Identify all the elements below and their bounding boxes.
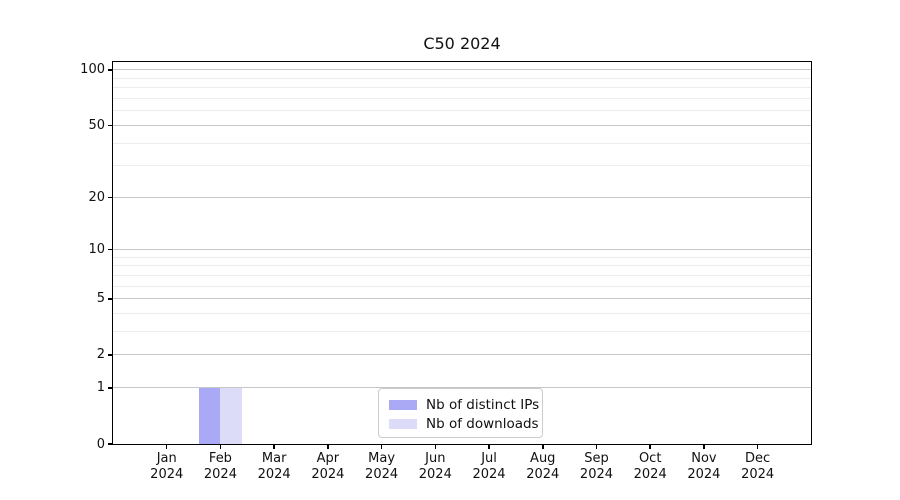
x-tick-month: May — [368, 451, 396, 466]
major-gridline — [113, 298, 811, 300]
x-tick-year: 2024 — [579, 467, 614, 482]
minor-gridline — [113, 285, 811, 287]
x-tick-month: Mar — [261, 451, 287, 466]
x-tick-label: Dec 2024 — [726, 451, 790, 483]
x-tick-month: Oct — [638, 451, 662, 466]
x-tick-month: Feb — [208, 451, 232, 466]
y-tick — [108, 387, 113, 389]
y-tick-label: 2 — [96, 347, 105, 363]
minor-gridline — [113, 87, 811, 89]
x-tick-month: Jan — [156, 451, 177, 466]
minor-gridline — [113, 256, 811, 258]
minor-gridline — [113, 313, 811, 315]
grid-layer — [113, 62, 811, 444]
minor-gridline — [113, 265, 811, 267]
x-tick — [434, 444, 437, 449]
y-tick — [108, 354, 113, 356]
x-tick-year: 2024 — [633, 467, 667, 482]
x-tick — [327, 444, 329, 449]
minor-gridline — [113, 165, 811, 167]
legend-label: Nb of distinct IPs — [426, 396, 540, 413]
y-tick-label: 0 — [96, 436, 105, 452]
legend-label: Nb of downloads — [426, 415, 539, 432]
legend-item: Nb of distinct IPs — [389, 395, 539, 414]
x-tick — [649, 444, 651, 449]
legend-swatch — [389, 399, 417, 410]
x-tick-year: 2024 — [257, 467, 291, 482]
minor-gridline — [113, 98, 811, 100]
x-tick-label: Nov 2024 — [672, 451, 736, 483]
minor-gridline — [113, 142, 811, 144]
legend-item: Nb of downloads — [389, 414, 539, 433]
x-tick-year: 2024 — [150, 467, 184, 482]
x-tick-month: Sep — [584, 451, 609, 466]
x-tick-label: Jun 2024 — [403, 451, 467, 483]
x-tick-month: Jun — [425, 451, 446, 466]
bars-layer — [113, 62, 811, 444]
y-tick-label: 5 — [96, 291, 105, 307]
legend: Nb of distinct IPs Nb of downloads — [378, 388, 543, 438]
bar-distinct-ips — [198, 387, 221, 444]
x-tick-label: Apr 2024 — [296, 451, 360, 483]
x-tick — [380, 444, 383, 449]
x-tick-year: 2024 — [741, 467, 775, 482]
x-tick-year: 2024 — [365, 467, 399, 482]
x-tick-label: Aug 2024 — [511, 451, 575, 483]
minor-gridline — [113, 274, 811, 276]
x-tick-year: 2024 — [472, 467, 506, 482]
major-gridline — [113, 387, 811, 389]
y-tick — [108, 69, 113, 71]
x-tick-year: 2024 — [311, 467, 345, 482]
major-gridline — [113, 69, 811, 71]
y-tick — [108, 124, 113, 127]
y-tick-label: 50 — [88, 117, 105, 133]
x-tick-year: 2024 — [526, 467, 560, 482]
y-tick-label: 20 — [88, 189, 105, 205]
x-tick-month: Jul — [481, 451, 497, 466]
bar-downloads — [220, 387, 242, 444]
x-tick — [542, 444, 544, 449]
major-gridline — [113, 354, 811, 356]
x-tick-label: Sep 2024 — [564, 451, 628, 483]
y-tick — [108, 443, 113, 445]
major-gridline — [113, 249, 811, 251]
x-tick-label: Feb 2024 — [188, 451, 252, 483]
major-gridline — [113, 196, 811, 198]
x-tick-month: Dec — [745, 451, 771, 466]
y-tick-label: 100 — [80, 62, 105, 78]
x-tick-month: Aug — [530, 451, 556, 466]
x-tick — [756, 444, 759, 449]
y-tick-label: 1 — [96, 380, 105, 396]
x-tick-label: Oct 2024 — [618, 451, 682, 483]
chart-title: C50 2024 — [423, 34, 501, 53]
x-tick — [595, 444, 598, 449]
y-tick — [108, 196, 113, 199]
minor-gridline — [113, 77, 811, 79]
x-tick — [703, 444, 705, 449]
x-tick-year: 2024 — [418, 467, 452, 482]
x-tick-label: Mar 2024 — [242, 451, 306, 483]
y-tick — [108, 248, 113, 251]
x-tick-year: 2024 — [687, 467, 721, 482]
x-tick-label: May 2024 — [350, 451, 414, 483]
y-tick-label: 10 — [88, 242, 105, 258]
minor-gridline — [113, 331, 811, 333]
x-tick-month: Apr — [316, 451, 340, 466]
x-tick — [165, 444, 168, 449]
x-tick-label: Jul 2024 — [457, 451, 521, 483]
legend-swatch — [389, 418, 417, 429]
y-tick — [108, 298, 113, 300]
major-gridline — [113, 124, 811, 126]
plot-area: Nb of distinct IPs Nb of downloads — [112, 61, 812, 445]
minor-gridline — [113, 110, 811, 112]
x-tick-month: Nov — [691, 451, 717, 466]
x-tick — [488, 444, 490, 449]
x-tick — [219, 444, 222, 449]
x-tick-label: Jan 2024 — [135, 451, 199, 483]
x-tick — [273, 444, 275, 449]
x-tick-year: 2024 — [203, 467, 237, 482]
